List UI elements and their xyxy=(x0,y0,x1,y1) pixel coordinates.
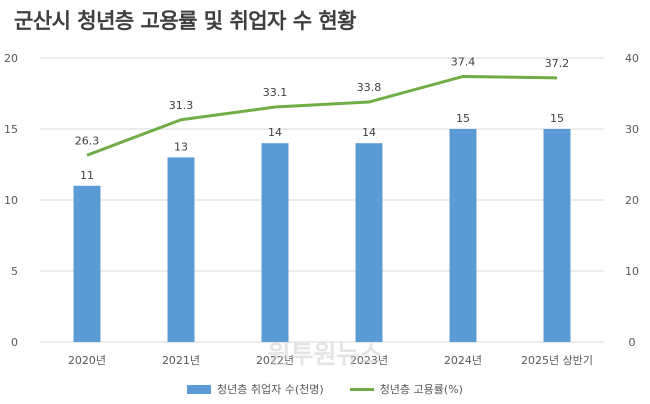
bar xyxy=(449,129,477,342)
x-tick-label: 2025년 상반기 xyxy=(521,354,593,367)
line-value-label: 26.3 xyxy=(75,134,100,147)
bar xyxy=(167,157,195,342)
x-tick-label: 2024년 xyxy=(444,354,482,367)
line-value-label: 37.4 xyxy=(451,55,476,68)
x-tick-label: 2022년 xyxy=(256,354,294,367)
legend: 청년층 취업자 수(천명) 청년층 고용률(%) xyxy=(0,380,650,398)
y-right-tick-label: 0 xyxy=(629,336,636,349)
y-left-tick-label: 0 xyxy=(11,336,18,349)
x-tick-label: 2020년 xyxy=(68,354,106,367)
bar xyxy=(543,129,571,342)
bars xyxy=(73,129,571,342)
legend-item-rate: 청년층 고용률(%) xyxy=(349,381,463,397)
bar-value-label: 15 xyxy=(550,112,564,125)
legend-swatch-bar xyxy=(187,384,212,394)
bar xyxy=(355,143,383,342)
legend-item-employed: 청년층 취업자 수(천명) xyxy=(187,381,324,397)
y-right-tick-label: 10 xyxy=(625,265,639,278)
rate-line xyxy=(86,74,558,157)
y-right-tick-label: 20 xyxy=(625,194,639,207)
line-value-label: 33.8 xyxy=(357,81,382,94)
x-tick-label: 2021년 xyxy=(162,354,200,367)
line-value-label: 31.3 xyxy=(169,99,194,112)
gridlines xyxy=(40,57,604,343)
line-value-label: 37.2 xyxy=(545,57,570,70)
bar-value-label: 13 xyxy=(174,140,188,153)
y-left-tick-label: 5 xyxy=(11,265,18,278)
y-left-tick-label: 15 xyxy=(4,123,18,136)
y-right-tick-label: 30 xyxy=(625,123,639,136)
x-tick-label: 2023년 xyxy=(350,354,388,367)
line-value-label: 33.1 xyxy=(263,86,288,99)
labels: 0 5 10 15 20 0 10 20 30 40 11 13 14 14 15 15 26.3 31.3 33.… xyxy=(4,52,639,367)
legend-swatch-line xyxy=(349,387,374,391)
bar-value-label: 14 xyxy=(362,126,376,139)
y-left-tick-label: 20 xyxy=(4,52,18,65)
line-series xyxy=(86,74,558,157)
bar-value-label: 14 xyxy=(268,126,282,139)
bar-value-label: 15 xyxy=(456,112,470,125)
legend-label-employed: 청년층 취업자 수(천명) xyxy=(217,383,324,396)
bar-value-label: 11 xyxy=(80,169,94,182)
legend-label-rate: 청년층 고용률(%) xyxy=(379,383,463,396)
chart-title: 군산시 청년층 고용률 및 취업자 수 현황 xyxy=(14,9,357,33)
y-left-tick-label: 10 xyxy=(4,194,18,207)
bar xyxy=(73,185,101,342)
bar xyxy=(261,143,289,342)
y-right-tick-label: 40 xyxy=(625,52,639,65)
